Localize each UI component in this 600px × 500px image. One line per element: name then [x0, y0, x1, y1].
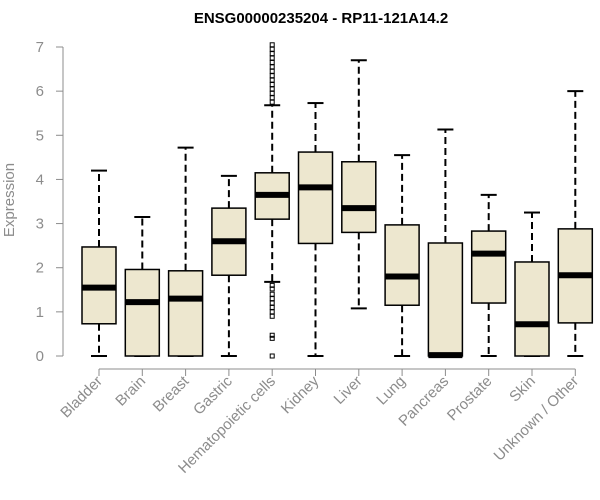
box-body [427, 242, 464, 357]
outlier-point [269, 332, 275, 338]
box-pancreas [427, 128, 464, 359]
x-tick-label: Liver [331, 373, 366, 408]
box-bladder [81, 169, 117, 357]
y-tick-label: 7 [36, 39, 44, 56]
y-tick-label: 1 [36, 304, 44, 321]
y-tick-label: 4 [36, 171, 44, 188]
x-tick-label: Lung [373, 373, 409, 409]
x-tick-label: Bladder [57, 373, 106, 422]
box-kidney [297, 102, 334, 357]
y-tick-label: 2 [36, 260, 44, 277]
outlier-point [269, 77, 275, 83]
y-tick-label: 5 [36, 127, 44, 144]
box-lung [384, 154, 420, 357]
box-body [124, 268, 161, 357]
y-tick-label: 0 [36, 348, 44, 365]
outlier-point [269, 95, 275, 101]
box-body [470, 230, 507, 304]
box-hematopoietic-cells [254, 42, 290, 359]
box-body [341, 161, 377, 234]
y-tick-label: 3 [36, 216, 44, 233]
outlier-point [269, 55, 275, 61]
outlier-point [269, 99, 275, 105]
x-tick-label: Breast [150, 372, 193, 415]
outlier-point [269, 335, 275, 341]
outlier-point [269, 300, 275, 306]
outlier-point [269, 73, 275, 79]
outlier-point [269, 46, 275, 52]
box-body [167, 270, 204, 357]
outlier-point [269, 42, 275, 48]
box-unknown-other [557, 90, 594, 357]
outlier-point [269, 51, 275, 57]
box-prostate [470, 193, 507, 357]
outlier-point [269, 304, 275, 310]
box-skin [514, 211, 550, 357]
box-gastric [211, 174, 247, 357]
boxes-group [81, 42, 594, 359]
outlier-point [269, 296, 275, 302]
x-tick-label: Skin [506, 373, 539, 406]
outlier-point [269, 313, 275, 319]
y-axis: 0 1 2 3 4 5 6 7 [36, 39, 64, 365]
outlier-point [269, 291, 275, 297]
box-brain [124, 215, 161, 357]
outlier-point [269, 82, 275, 88]
outlier-point [269, 309, 275, 315]
box-liver [341, 59, 377, 310]
chart-title: ENSG00000235204 - RP11-121A14.2 [194, 10, 448, 27]
box-body [514, 261, 550, 357]
box-breast [167, 146, 204, 357]
x-tick-label: Kidney [278, 372, 323, 417]
box-body [297, 151, 334, 245]
outlier-point [269, 90, 275, 96]
y-tick-label: 6 [36, 83, 44, 100]
box-body [384, 224, 420, 306]
outlier-point [269, 59, 275, 65]
outlier-point [269, 86, 275, 92]
outlier-point [269, 353, 275, 359]
x-tick-label: Brain [112, 373, 149, 410]
outlier-point [269, 64, 275, 70]
y-axis-label: Expression [1, 163, 18, 237]
x-tick-label: Prostate [444, 373, 496, 425]
outlier-point [269, 68, 275, 74]
outlier-point [269, 282, 275, 288]
